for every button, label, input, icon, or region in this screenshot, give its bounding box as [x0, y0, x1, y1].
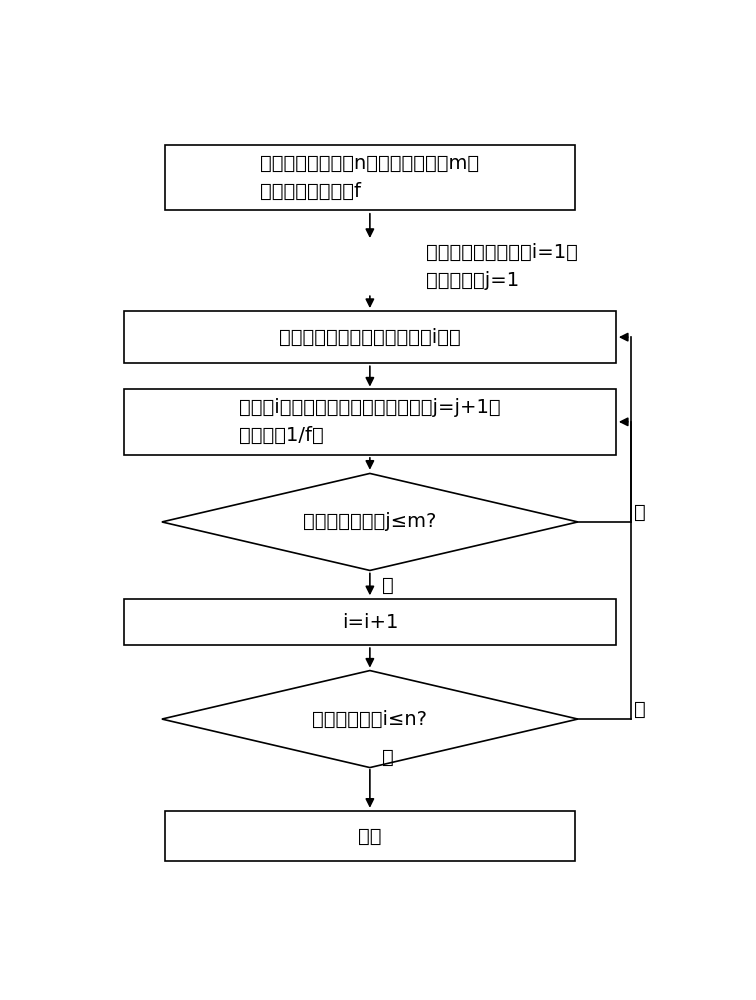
- Text: 实际采集的帧数j≤m?: 实际采集的帧数j≤m?: [303, 512, 436, 531]
- Text: 结束: 结束: [358, 827, 382, 846]
- Text: 否: 否: [382, 576, 393, 595]
- Text: 否: 否: [382, 748, 393, 767]
- Text: 是: 是: [634, 503, 646, 522]
- Text: 判断实际层数i≤n?: 判断实际层数i≤n?: [312, 710, 427, 729]
- Bar: [165, 811, 575, 861]
- Polygon shape: [162, 671, 578, 768]
- Bar: [124, 599, 616, 645]
- Text: 初始值：实际采集层i=1，
实际采集帧j=1: 初始值：实际采集层i=1， 实际采集帧j=1: [426, 243, 578, 290]
- Text: 设定纵向采集层数n，每层采集帧数m，
每帧采集的时间为f: 设定纵向采集层数n，每层采集帧数m， 每帧采集的时间为f: [260, 154, 479, 201]
- Text: 是: 是: [634, 700, 646, 719]
- Text: 将片层光的照明位置移动至第i层；: 将片层光的照明位置移动至第i层；: [279, 328, 460, 347]
- Bar: [124, 389, 616, 455]
- Bar: [165, 145, 575, 210]
- Bar: [124, 311, 616, 363]
- Text: 采集第i层血流投影图像，采集完毕，j=j+1，
间隔时间1/f；: 采集第i层血流投影图像，采集完毕，j=j+1， 间隔时间1/f；: [239, 398, 500, 445]
- Polygon shape: [162, 473, 578, 570]
- Text: i=i+1: i=i+1: [342, 613, 398, 632]
